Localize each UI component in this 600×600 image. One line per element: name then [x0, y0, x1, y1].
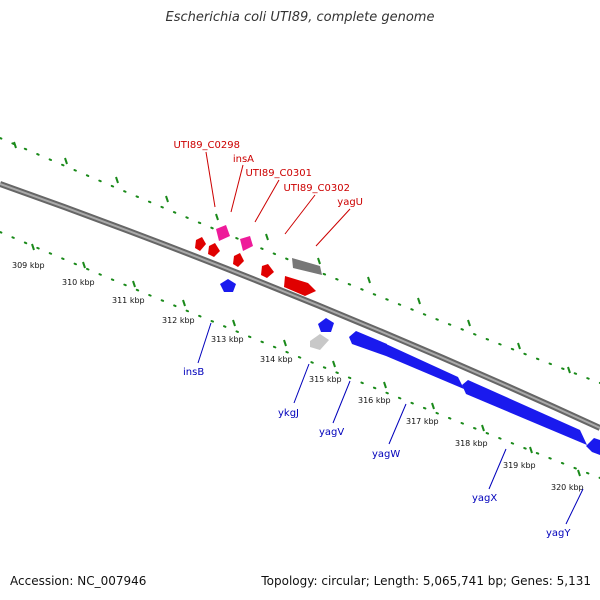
gene-label: UTI89_C0301: [245, 168, 312, 179]
gene-arrow: [208, 243, 220, 257]
gene-arrow: [220, 279, 236, 292]
forward-features: [195, 225, 322, 296]
tick-label: 315 kbp: [309, 375, 342, 384]
gene-label: UTI89_C0298: [173, 140, 240, 151]
tick-label: 314 kbp: [260, 355, 293, 364]
tick-label: 310 kbp: [62, 278, 95, 287]
tick-label: 311 kbp: [112, 296, 145, 305]
tick-label: 318 kbp: [455, 439, 488, 448]
mobile-element: [216, 225, 230, 241]
gene-arrow: [261, 264, 274, 278]
gene-arrow: [462, 380, 587, 445]
tick-label: 309 kbp: [12, 261, 45, 270]
gene-label: yagY: [546, 528, 571, 539]
tick-label: 317 kbp: [406, 417, 439, 426]
tick-label: 319 kbp: [503, 461, 536, 470]
tick-label: 313 kbp: [211, 335, 244, 344]
genome-backbone-highlight: [0, 183, 600, 429]
gene-label: ykgJ: [278, 408, 299, 419]
gene-label: yagV: [319, 427, 344, 438]
gene-label: yagX: [472, 493, 497, 504]
outer-major-ticks: [13, 141, 571, 374]
gene-arrow: [382, 344, 464, 389]
reverse-features: [220, 279, 600, 455]
tick-label: 312 kbp: [162, 316, 195, 325]
tick-label: 316 kbp: [358, 396, 391, 405]
inner-major-ticks: [31, 243, 581, 477]
gene-arrow: [233, 253, 244, 267]
inner-tick-row: [0, 231, 600, 479]
gene-label: insA: [233, 154, 254, 165]
bottom-leader-lines: [197, 322, 584, 525]
page-title: Escherichia coli UTI89, complete genome: [165, 10, 435, 25]
genome-stats-text: Topology: circular; Length: 5,065,741 bp…: [261, 574, 591, 588]
gene-arrow: [349, 331, 387, 356]
genome-backbone: [0, 181, 600, 431]
gene-arrow: [195, 237, 206, 251]
gene-label: yagU: [337, 197, 363, 208]
gene-arrow: [318, 318, 334, 332]
top-gene-labels: UTI89_C0298 insA UTI89_C0301 UTI89_C0302…: [173, 140, 363, 208]
gene-label: yagW: [372, 449, 400, 460]
gene-label: insB: [183, 367, 204, 378]
pseudogene-block: [292, 258, 322, 275]
gene-label: UTI89_C0302: [283, 183, 350, 194]
top-leader-lines: [205, 151, 351, 247]
pseudogene-block: [310, 334, 329, 350]
gene-arrow: [586, 438, 600, 455]
tick-label: 320 kbp: [551, 483, 584, 492]
tick-labels: 309 kbp 310 kbp 311 kbp 312 kbp 313 kbp …: [12, 261, 584, 492]
mobile-element: [240, 236, 253, 251]
accession-text: Accession: NC_007946: [10, 574, 147, 588]
gene-arrow: [284, 276, 316, 296]
bottom-gene-labels: insB ykgJ yagV yagW yagX yagY: [183, 367, 571, 539]
